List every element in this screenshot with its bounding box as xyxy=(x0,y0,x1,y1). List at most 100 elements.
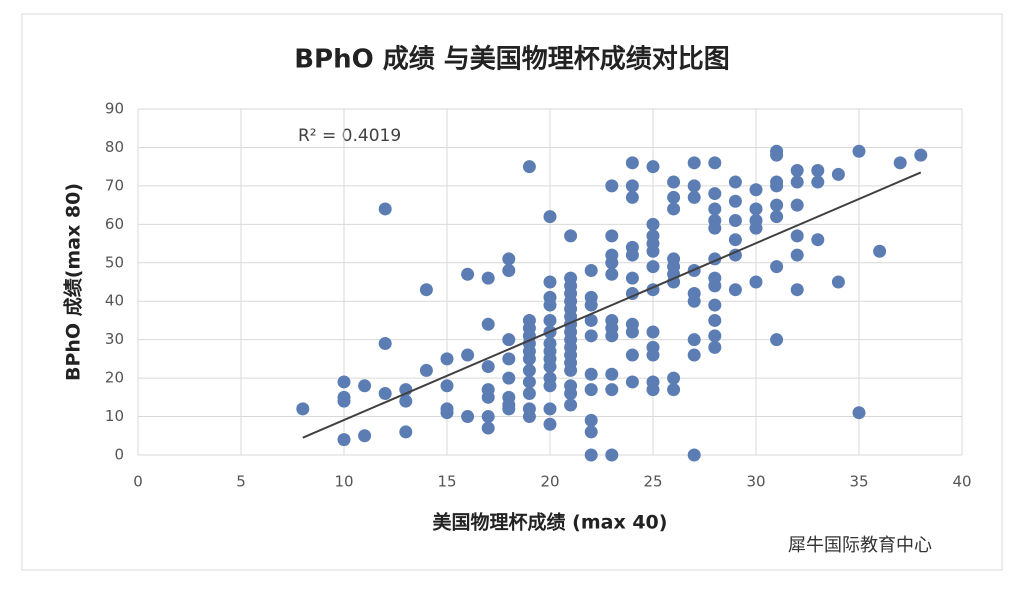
scatter-point xyxy=(790,198,804,212)
scatter-point xyxy=(522,160,536,174)
x-tick-label: 25 xyxy=(643,473,662,491)
scatter-point xyxy=(337,394,351,408)
scatter-point xyxy=(749,202,763,216)
scatter-point xyxy=(770,198,784,212)
scatter-point xyxy=(502,252,516,266)
scatter-point xyxy=(914,148,928,162)
scatter-point xyxy=(605,256,619,270)
scatter-point xyxy=(584,367,598,381)
scatter-point xyxy=(667,275,681,289)
scatter-point xyxy=(708,313,722,327)
scatter-point xyxy=(811,164,825,178)
scatter-point xyxy=(708,329,722,343)
scatter-point xyxy=(625,248,639,262)
scatter-point xyxy=(625,179,639,193)
scatter-point xyxy=(584,263,598,277)
scatter-point xyxy=(605,267,619,281)
scatter-point xyxy=(728,213,742,227)
scatter-point xyxy=(625,271,639,285)
scatter-point xyxy=(605,179,619,193)
scatter-point xyxy=(790,164,804,178)
x-tick-label: 10 xyxy=(334,473,353,491)
scatter-point xyxy=(770,179,784,193)
scatter-point xyxy=(667,190,681,204)
scatter-point xyxy=(646,160,660,174)
scatter-point xyxy=(502,352,516,366)
scatter-point xyxy=(584,329,598,343)
scatter-point xyxy=(419,283,433,297)
scatter-point xyxy=(790,248,804,262)
scatter-point xyxy=(687,348,701,362)
scatter-point xyxy=(440,379,454,393)
scatter-point xyxy=(296,402,310,416)
scatter-point xyxy=(481,410,495,424)
scatter-point xyxy=(770,260,784,274)
scatter-point xyxy=(708,202,722,216)
scatter-point xyxy=(708,187,722,201)
scatter-point xyxy=(419,363,433,377)
scatter-point xyxy=(502,263,516,277)
scatter-point xyxy=(522,386,536,400)
scatter-point xyxy=(852,144,866,158)
scatter-point xyxy=(481,421,495,435)
scatter-point xyxy=(502,371,516,385)
scatter-point xyxy=(728,194,742,208)
watermark: 犀牛国际教育中心 xyxy=(788,535,932,556)
scatter-point xyxy=(770,148,784,162)
scatter-point xyxy=(522,375,536,389)
scatter-point xyxy=(522,363,536,377)
y-tick-label: 10 xyxy=(105,407,124,425)
scatter-point xyxy=(543,313,557,327)
scatter-point xyxy=(584,425,598,439)
y-tick-label: 40 xyxy=(105,292,124,310)
scatter-point xyxy=(687,448,701,462)
scatter-point xyxy=(728,233,742,247)
y-tick-label: 30 xyxy=(105,330,124,348)
scatter-point xyxy=(625,190,639,204)
scatter-point xyxy=(728,248,742,262)
x-axis-label: 美国物理杯成绩 (max 40) xyxy=(433,511,668,534)
scatter-point xyxy=(667,371,681,385)
scatter-point xyxy=(543,402,557,416)
y-tick-label: 70 xyxy=(105,176,124,194)
y-tick-label: 60 xyxy=(105,215,124,233)
scatter-point xyxy=(378,202,392,216)
scatter-point xyxy=(543,379,557,393)
scatter-point xyxy=(502,333,516,347)
scatter-point xyxy=(646,325,660,339)
scatter-point xyxy=(584,448,598,462)
scatter-point xyxy=(646,244,660,258)
scatter-point xyxy=(687,294,701,308)
scatter-point xyxy=(749,183,763,197)
scatter-point xyxy=(811,233,825,247)
scatter-point xyxy=(749,221,763,235)
x-tick-label: 0 xyxy=(133,473,143,491)
scatter-point xyxy=(625,348,639,362)
scatter-point xyxy=(399,425,413,439)
scatter-point xyxy=(646,383,660,397)
scatter-point xyxy=(337,375,351,389)
scatter-point xyxy=(831,167,845,181)
scatter-point xyxy=(625,325,639,339)
scatter-point xyxy=(543,417,557,431)
scatter-point xyxy=(605,367,619,381)
trend-line xyxy=(302,171,922,439)
scatter-point xyxy=(708,156,722,170)
y-tick-label: 50 xyxy=(105,253,124,271)
scatter-point xyxy=(461,348,475,362)
x-tick-label: 30 xyxy=(746,473,765,491)
scatter-point xyxy=(522,410,536,424)
scatter-point xyxy=(358,379,372,393)
scatter-point xyxy=(564,229,578,243)
scatter-point xyxy=(564,398,578,412)
scatter-point xyxy=(337,433,351,447)
scatter-point xyxy=(358,429,372,443)
scatter-point xyxy=(543,275,557,289)
scatter-point xyxy=(770,210,784,224)
scatter-point xyxy=(440,406,454,420)
scatter-point xyxy=(584,383,598,397)
scatter-point xyxy=(584,298,598,312)
scatter-point xyxy=(399,394,413,408)
scatter-point xyxy=(790,229,804,243)
chart-frame xyxy=(21,13,1003,571)
